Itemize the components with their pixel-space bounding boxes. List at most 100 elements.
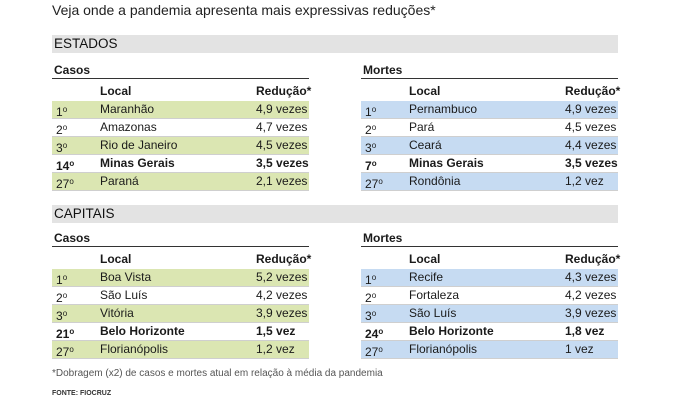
rank-number: 1 <box>365 105 372 119</box>
row-reducao: 1 vez <box>565 342 594 356</box>
source-credit: FONTE: FIOCRUZ <box>52 390 112 397</box>
row-local: Rio de Janeiro <box>100 138 178 152</box>
row-reducao: 4,4 vezes <box>565 138 617 152</box>
row-rank: 7o <box>365 155 377 175</box>
row-rank: 3o <box>365 305 376 325</box>
row-local: Ceará <box>409 138 442 152</box>
table-row: 3o Ceará 4,4 vezes <box>361 137 618 155</box>
row-rank: 27o <box>56 173 74 193</box>
rank-number: 2 <box>365 291 372 305</box>
row-reducao: 4,5 vezes <box>565 120 617 134</box>
row-local: Amazonas <box>100 120 157 134</box>
row-rank: 2o <box>365 287 376 307</box>
header-reducao: Redução* <box>565 84 621 98</box>
table-row: 3o Rio de Janeiro 4,5 vezes <box>52 137 309 155</box>
rank-ordinal: o <box>371 291 377 300</box>
row-reducao: 2,1 vezes <box>256 174 308 188</box>
rank-ordinal: o <box>69 177 74 186</box>
rank-ordinal: o <box>69 159 75 168</box>
rank-number: 27 <box>365 177 379 191</box>
rank-number: 14 <box>56 159 70 173</box>
row-reducao: 4,7 vezes <box>256 120 308 134</box>
row-reducao: 1,8 vez <box>565 324 605 338</box>
table-row: 27o Florianópolis 1 vez <box>361 341 618 359</box>
table-row: 27o Rondônia 1,2 vez <box>361 173 618 191</box>
rank-number: 27 <box>365 345 379 359</box>
table-row: 2o Fortaleza 4,2 vezes <box>361 287 618 305</box>
row-rank: 27o <box>365 341 383 361</box>
table-row: 27o Florianópolis 1,2 vez <box>52 341 309 359</box>
row-local: Fortaleza <box>409 288 460 302</box>
section-header-estados: ESTADOS <box>52 35 618 53</box>
row-rank: 2o <box>56 119 67 139</box>
rank-ordinal: o <box>378 327 384 336</box>
row-local: Pará <box>409 120 435 134</box>
row-rank: 21o <box>56 323 74 343</box>
table-row: 1o Recife 4,3 vezes <box>361 269 618 287</box>
rank-number: 7 <box>365 159 372 173</box>
rank-number: 27 <box>56 177 70 191</box>
row-local: Minas Gerais <box>409 156 484 170</box>
row-rank: 24o <box>365 323 383 343</box>
row-rank: 3o <box>56 305 67 325</box>
rank-number: 1 <box>56 105 63 119</box>
rank-ordinal: o <box>62 309 68 318</box>
table-row: 14o Minas Gerais 3,5 vezes <box>52 155 309 173</box>
row-rank: 3o <box>56 137 67 157</box>
table-row: 1o Pernambuco 4,9 vezes <box>361 101 618 119</box>
row-reducao: 4,9 vezes <box>256 102 308 116</box>
row-local: Florianópolis <box>100 342 169 356</box>
rank-number: 3 <box>365 309 372 323</box>
header-local: Local <box>409 252 441 266</box>
table-header: Local Redução* <box>52 83 312 101</box>
row-rank: 1o <box>365 101 376 121</box>
row-rank: 1o <box>365 269 376 289</box>
table-header: Local Redução* <box>361 251 621 269</box>
rank-ordinal: o <box>371 123 377 132</box>
header-local: Local <box>409 84 441 98</box>
rank-number: 3 <box>365 141 372 155</box>
rank-number: 1 <box>56 273 63 287</box>
row-local: Recife <box>409 270 444 284</box>
rank-ordinal: o <box>69 345 74 354</box>
row-local: São Luís <box>100 288 148 302</box>
rank-number: 21 <box>56 327 70 341</box>
row-reducao: 4,2 vezes <box>256 288 308 302</box>
row-reducao: 4,3 vezes <box>565 270 617 284</box>
row-local: Belo Horizonte <box>409 324 494 338</box>
row-reducao: 4,2 vezes <box>565 288 617 302</box>
rank-ordinal: o <box>371 159 377 168</box>
header-reducao: Redução* <box>565 252 621 266</box>
rank-ordinal: o <box>371 105 377 114</box>
table-header: Local Redução* <box>361 83 621 101</box>
row-local: São Luís <box>409 306 457 320</box>
row-local: Minas Gerais <box>100 156 175 170</box>
table-row: 24o Belo Horizonte 1,8 vez <box>361 323 618 341</box>
row-local: Vitória <box>100 306 134 320</box>
header-reducao: Redução* <box>256 252 312 266</box>
row-local: Belo Horizonte <box>100 324 185 338</box>
row-rank: 2o <box>365 119 376 139</box>
row-reducao: 4,9 vezes <box>565 102 617 116</box>
table-row: 2o São Luís 4,2 vezes <box>52 287 309 305</box>
row-reducao: 1,2 vez <box>256 342 295 356</box>
row-rank: 27o <box>365 173 383 193</box>
table-title: Casos <box>52 231 309 247</box>
rank-ordinal: o <box>371 273 377 282</box>
rank-number: 3 <box>56 141 63 155</box>
rank-number: 2 <box>56 291 63 305</box>
rank-number: 3 <box>56 309 63 323</box>
header-local: Local <box>100 252 132 266</box>
table-estados-casos: Casos Local Redução* 1o Maranhão 4,9 vezes 2o A… <box>52 63 312 193</box>
header-reducao: Redução* <box>256 84 312 98</box>
header-local: Local <box>100 84 132 98</box>
row-reducao: 1,2 vez <box>565 174 604 188</box>
row-rank: 27o <box>56 341 74 361</box>
table-estados-mortes: Mortes Local Redução* 1o Pernambuco 4,9 vezes… <box>361 63 621 191</box>
headline: Veja onde a pandemia apresenta mais expr… <box>52 2 436 18</box>
row-rank: 3o <box>365 137 376 157</box>
footnote: *Dobragem (x2) de casos e mortes atual e… <box>52 368 383 379</box>
table-row: 2o Pará 4,5 vezes <box>361 119 618 137</box>
table-title: Casos <box>52 63 309 79</box>
rank-ordinal: o <box>69 327 75 336</box>
